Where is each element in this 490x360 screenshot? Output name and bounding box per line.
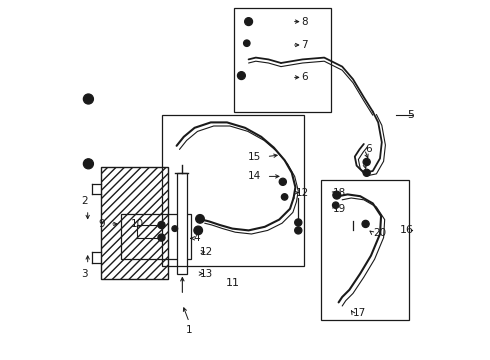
Circle shape — [294, 219, 302, 226]
Bar — [176, 173, 187, 274]
Bar — [101, 167, 168, 279]
Text: 6: 6 — [366, 144, 372, 154]
Text: 5: 5 — [407, 110, 414, 120]
Text: 8: 8 — [301, 17, 308, 27]
Text: 1: 1 — [186, 325, 193, 336]
Text: 17: 17 — [353, 308, 366, 318]
Circle shape — [194, 226, 202, 235]
Text: 3: 3 — [81, 269, 88, 279]
Bar — [320, 180, 409, 320]
Text: 2: 2 — [81, 196, 88, 206]
Circle shape — [172, 226, 178, 231]
Circle shape — [244, 40, 250, 46]
Circle shape — [83, 94, 94, 104]
Circle shape — [279, 178, 286, 185]
Text: 12: 12 — [295, 188, 309, 198]
Circle shape — [333, 202, 339, 208]
Text: 9: 9 — [98, 219, 104, 229]
Text: 12: 12 — [200, 247, 213, 257]
Text: 10: 10 — [131, 219, 144, 229]
Circle shape — [281, 194, 288, 200]
Circle shape — [245, 18, 252, 26]
Circle shape — [158, 221, 165, 229]
Text: 16: 16 — [399, 225, 414, 235]
Bar — [162, 115, 304, 266]
Text: 18: 18 — [333, 188, 346, 198]
Circle shape — [333, 191, 341, 199]
Circle shape — [196, 215, 204, 223]
Text: 14: 14 — [248, 171, 261, 181]
Circle shape — [83, 159, 94, 169]
Text: 4: 4 — [194, 233, 200, 243]
Circle shape — [294, 227, 302, 234]
Circle shape — [363, 169, 370, 176]
Text: 15: 15 — [248, 152, 261, 162]
Text: 7: 7 — [301, 40, 308, 50]
Circle shape — [158, 234, 165, 241]
Bar — [121, 214, 191, 259]
Circle shape — [238, 72, 245, 80]
Text: 6: 6 — [301, 72, 308, 82]
Circle shape — [363, 158, 370, 166]
Bar — [234, 8, 331, 112]
Text: 19: 19 — [333, 204, 346, 214]
Text: 20: 20 — [373, 228, 386, 238]
Circle shape — [362, 220, 369, 228]
Text: 11: 11 — [226, 278, 240, 288]
Text: 13: 13 — [200, 269, 213, 279]
